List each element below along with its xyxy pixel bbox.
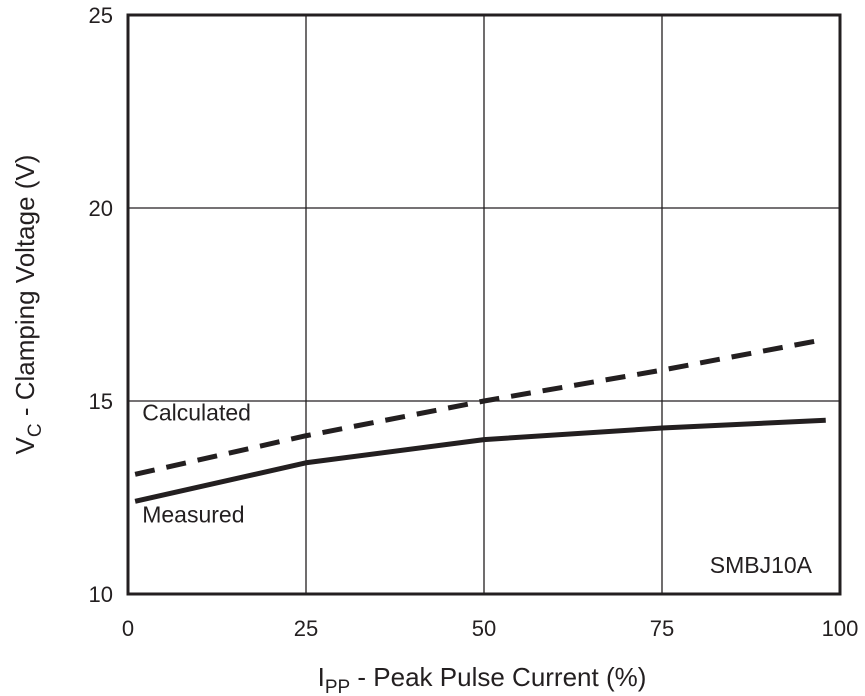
grid	[128, 15, 840, 594]
x-tick-label: 75	[650, 616, 674, 641]
tick-labels: 0 25 50 75 100 10 15 20 25	[89, 3, 859, 641]
series-line-calculated	[134, 336, 827, 477]
x-tick-label: 25	[294, 616, 318, 641]
y-axis-title-rest: - Clamping Voltage (V)	[10, 155, 40, 424]
series-group	[134, 336, 827, 504]
x-tick-label: 0	[122, 616, 134, 641]
series-label-calculated: Calculated	[142, 399, 251, 425]
plot-frame	[126, 13, 842, 596]
x-tick-label: 100	[822, 616, 859, 641]
x-axis-title-rest: - Peak Pulse Current (%)	[350, 662, 646, 692]
y-tick-label: 20	[89, 196, 113, 221]
y-tick-label: 15	[89, 389, 113, 414]
y-axis-title: VC - Clamping Voltage (V)	[10, 155, 46, 455]
y-axis-title-sub: C	[25, 423, 46, 437]
series-line-measured	[134, 417, 826, 504]
y-tick-label: 25	[89, 3, 113, 28]
y-tick-label: 10	[89, 582, 113, 607]
series-label-measured: Measured	[142, 502, 244, 528]
x-tick-label: 50	[472, 616, 496, 641]
x-axis-title-sub: PP	[325, 677, 350, 696]
y-axis-title-main: V	[10, 436, 40, 454]
x-axis-title-main: I	[318, 662, 325, 692]
x-axis-title: IPP - Peak Pulse Current (%)	[318, 662, 647, 696]
annotations: Calculated Measured SMBJ10A	[142, 399, 812, 578]
device-label: SMBJ10A	[710, 552, 813, 578]
